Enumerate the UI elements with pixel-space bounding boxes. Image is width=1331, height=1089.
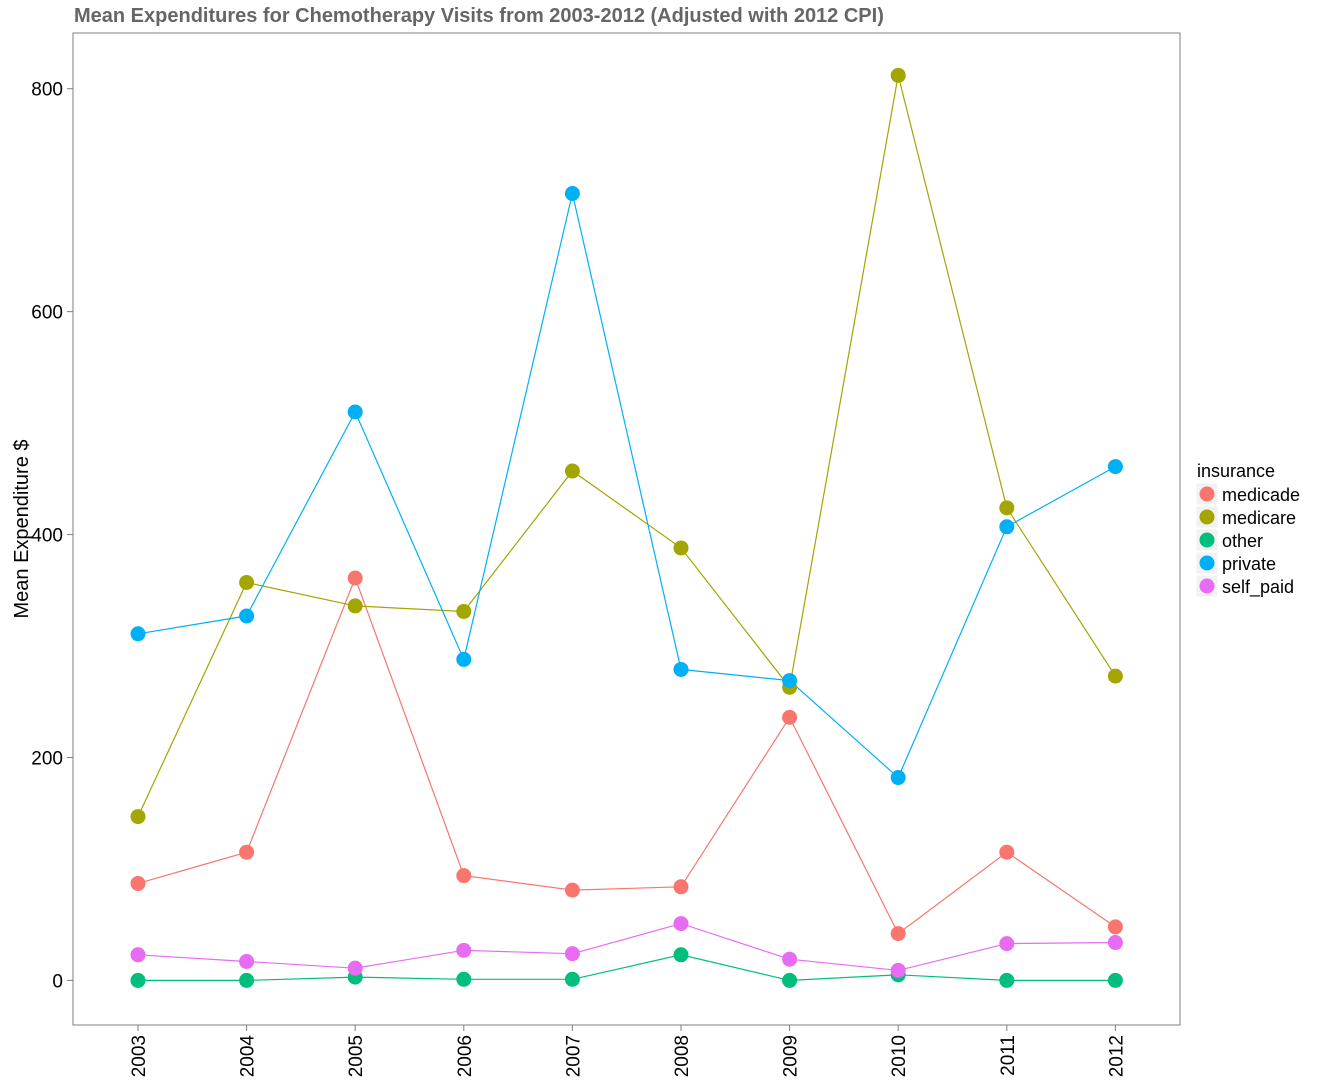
legend-key-medicare [1199,509,1215,525]
data-point-other [782,972,798,988]
y-axis: 0 200 400 600 800 [31,80,73,992]
legend-key-medicade [1199,486,1215,502]
data-point-medicare [564,463,580,479]
data-point-private [239,608,255,624]
series-line-self_paid [137,922,1116,972]
data-point-medicare [456,603,472,619]
data-point-medicare [239,575,255,591]
plot-panel [72,32,1181,1026]
legend-label-medicare: medicare [1222,508,1296,528]
data-point-private [673,661,689,677]
data-point-self_paid [890,962,906,978]
data-point-medicade [456,868,472,884]
data-point-medicade [130,875,146,891]
data-point-self_paid [456,942,472,958]
x-tick-label: 2004 [238,1035,259,1078]
series-line-other [138,954,1116,982]
data-point-medicade [1107,919,1123,935]
data-point-private [456,651,472,667]
data-point-private [564,186,580,202]
legend-key-self_paid [1199,578,1215,594]
data-point-other [673,947,689,963]
legend-key-private [1199,555,1215,571]
legend-label-medicade: medicade [1222,485,1300,505]
data-point-private [999,519,1015,535]
data-point-other [130,972,146,988]
data-point-private [890,770,906,786]
legend-title: insurance [1197,461,1275,481]
legend-label-other: other [1222,531,1263,551]
data-point-self_paid [999,936,1015,952]
data-point-medicade [347,570,363,586]
x-axis: 2003 2004 2005 2006 2007 2008 2009 2010 2011 2012 [129,1025,1127,1077]
data-point-medicade [890,926,906,942]
legend-label-private: private [1222,554,1276,574]
series-points [130,67,1123,988]
data-point-self_paid [130,947,146,963]
data-point-medicare [1107,668,1123,684]
data-point-medicare [130,809,146,825]
data-point-medicade [673,879,689,895]
series-line-medicare [137,75,1116,817]
x-tick-label: 2007 [563,1035,584,1077]
x-tick-label: 2005 [346,1035,367,1077]
x-tick-label: 2006 [455,1035,476,1077]
data-point-medicare [673,540,689,556]
y-tick-label: 200 [31,748,63,769]
data-point-medicare [999,500,1015,516]
y-tick-label: 800 [31,80,63,101]
data-point-private [782,673,798,689]
data-point-medicade [782,709,798,725]
chart-title: Mean Expenditures for Chemotherapy Visit… [74,5,884,27]
series-lines [137,75,1116,982]
data-point-self_paid [782,951,798,967]
x-tick-label: 2011 [998,1035,1019,1076]
data-point-medicare [347,598,363,614]
legend-key-other [1199,532,1215,548]
data-point-other [999,972,1015,988]
data-point-other [1107,972,1123,988]
x-tick-label: 2009 [781,1035,802,1077]
data-point-other [456,971,472,987]
series-line-private [137,193,1116,779]
y-tick-label: 0 [52,971,63,992]
series-line-medicade [137,576,1116,935]
data-point-self_paid [1107,935,1123,951]
data-point-self_paid [673,916,689,932]
y-tick-label: 600 [31,303,63,324]
data-point-private [130,626,146,642]
x-tick-label: 2008 [672,1035,693,1077]
data-point-private [1107,459,1123,475]
data-point-medicade [239,844,255,860]
legend: insurance medicade medicare other private se… [1195,461,1300,598]
data-point-private [347,404,363,420]
legend-label-self_paid: self_paid [1222,577,1294,598]
y-axis-title: Mean Expenditure $ [11,439,33,618]
data-point-medicade [564,882,580,898]
data-point-medicare [890,67,906,83]
x-tick-label: 2010 [889,1035,910,1077]
data-point-self_paid [239,953,255,969]
x-tick-label: 2012 [1106,1035,1127,1077]
x-tick-label: 2003 [129,1035,150,1077]
y-tick-label: 400 [31,526,63,547]
data-point-self_paid [347,960,363,976]
data-point-self_paid [564,946,580,962]
data-point-other [564,971,580,987]
data-point-other [239,972,255,988]
data-point-medicade [999,844,1015,860]
